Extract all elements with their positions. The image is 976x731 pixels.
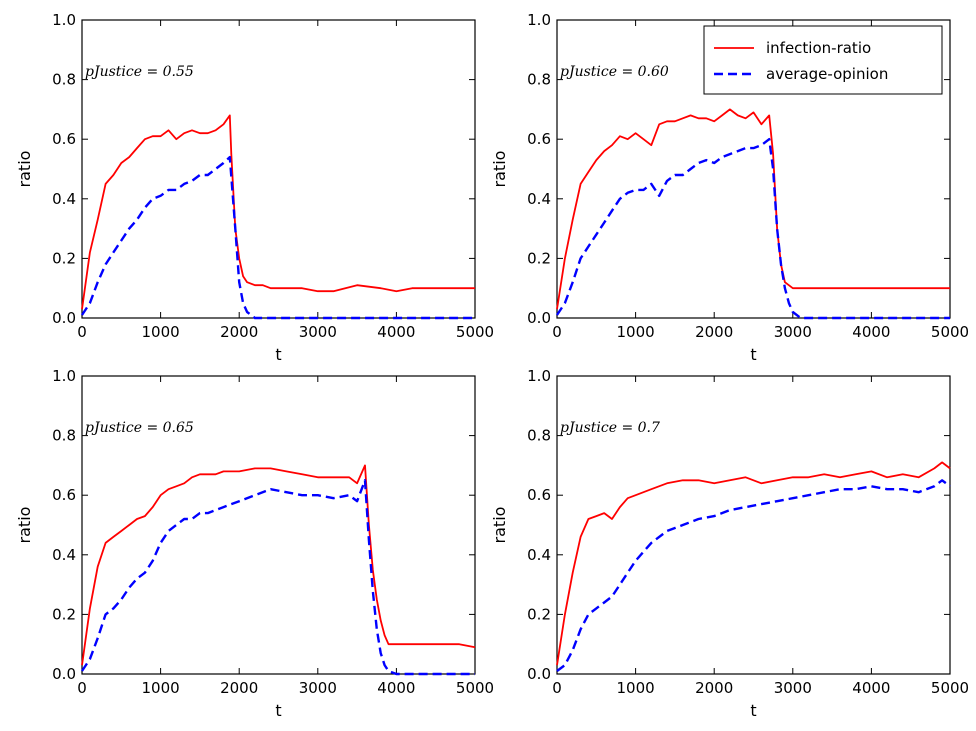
y-tick-label: 0.4 (527, 190, 551, 208)
chart-panel-1: 0 1000 2000 3000 4000 5000 0.0 0.2 0.4 0.6 0.8 1.0 t… (15, 11, 494, 364)
series-line-infection-ratio (556, 108, 950, 310)
x-tick-label: 1000 (617, 679, 655, 697)
chart-panel-4: 0 1000 2000 3000 4000 5000 0.0 0.2 0.4 0.6 0.8 1.0 t… (490, 367, 969, 720)
axes-frame (81, 19, 476, 319)
y-tick-label: 0.6 (527, 130, 551, 148)
x-tick-label: 3000 (299, 323, 337, 341)
y-tick-label: 0.8 (527, 71, 551, 89)
x-tick-label: 1000 (142, 679, 180, 697)
y-tick-label: 1.0 (52, 11, 76, 29)
x-tick-label: 5000 (931, 323, 969, 341)
y-tick-label: 0.2 (527, 249, 551, 267)
y-tick-label: 0.0 (52, 309, 76, 327)
x-tick-label: 2000 (220, 323, 258, 341)
y-tick-label: 0.2 (52, 605, 76, 623)
y-tick-label: 0.4 (52, 546, 76, 564)
x-tick-label: 1000 (142, 323, 180, 341)
y-axis-label: ratio (15, 507, 34, 544)
x-tick-label: 4000 (852, 679, 890, 697)
x-tick-label: 4000 (377, 323, 415, 341)
x-tick-label: 0 (77, 679, 87, 697)
y-tick-label: 1.0 (52, 367, 76, 385)
y-tick-label: 0.2 (52, 249, 76, 267)
y-axis-label: ratio (490, 151, 509, 188)
pjustice-annotation: pJustice = 0.55 (85, 64, 194, 80)
x-tick-label: 5000 (456, 323, 494, 341)
y-tick-label: 0.8 (52, 427, 76, 445)
y-tick-label: 0.4 (52, 190, 76, 208)
x-tick-label: 4000 (852, 323, 890, 341)
y-tick-label: 0.8 (52, 71, 76, 89)
y-tick-label: 0.6 (52, 130, 76, 148)
x-tick-label: 2000 (695, 323, 733, 341)
y-tick-label: 0.6 (527, 486, 551, 504)
x-tick-label: 3000 (774, 323, 812, 341)
axes-frame (81, 375, 476, 675)
y-tick-label: 0.2 (527, 605, 551, 623)
axes-frame (556, 375, 951, 675)
series-line-infection-ratio (556, 461, 951, 666)
legend: infection-ratio average-opinion (703, 25, 943, 95)
pjustice-annotation: pJustice = 0.7 (560, 420, 660, 436)
x-tick-label: 1000 (617, 323, 655, 341)
legend-label: infection-ratio (766, 39, 871, 57)
x-tick-label: 4000 (377, 679, 415, 697)
y-tick-label: 0.6 (52, 486, 76, 504)
x-tick-label: 5000 (456, 679, 494, 697)
y-axis-label: ratio (490, 507, 509, 544)
series-line-average-opinion (556, 137, 950, 320)
y-tick-label: 0.8 (527, 427, 551, 445)
x-axis-label: t (275, 701, 281, 720)
pjustice-annotation: pJustice = 0.60 (560, 64, 669, 80)
chart-panel-2: 0 1000 2000 3000 4000 5000 0.0 0.2 0.4 0.6 0.8 1.0 t… (490, 11, 969, 364)
series-line-average-opinion (81, 479, 475, 676)
x-tick-label: 3000 (299, 679, 337, 697)
chart-panel-3: 0 1000 2000 3000 4000 5000 0.0 0.2 0.4 0.6 0.8 1.0 t… (15, 367, 494, 720)
y-tick-label: 0.0 (52, 665, 76, 683)
series-line-infection-ratio (81, 464, 476, 666)
y-tick-label: 1.0 (527, 11, 551, 29)
series-line-infection-ratio (81, 114, 475, 310)
series-line-average-opinion (81, 155, 475, 320)
y-tick-label: 0.0 (527, 309, 551, 327)
x-tick-label: 2000 (695, 679, 733, 697)
y-tick-label: 0.0 (527, 665, 551, 683)
legend-label: average-opinion (766, 65, 888, 83)
x-tick-label: 5000 (931, 679, 969, 697)
y-tick-label: 0.4 (527, 546, 551, 564)
x-tick-label: 0 (552, 323, 562, 341)
x-tick-label: 2000 (220, 679, 258, 697)
x-axis-label: t (275, 345, 281, 364)
x-axis-label: t (750, 345, 756, 364)
y-tick-label: 1.0 (527, 367, 551, 385)
pjustice-annotation: pJustice = 0.65 (85, 420, 194, 436)
legend-box (703, 25, 943, 95)
x-axis-label: t (750, 701, 756, 720)
x-tick-label: 0 (552, 679, 562, 697)
y-axis-label: ratio (15, 151, 34, 188)
x-tick-label: 3000 (774, 679, 812, 697)
x-tick-label: 0 (77, 323, 87, 341)
series-line-average-opinion (556, 479, 951, 672)
